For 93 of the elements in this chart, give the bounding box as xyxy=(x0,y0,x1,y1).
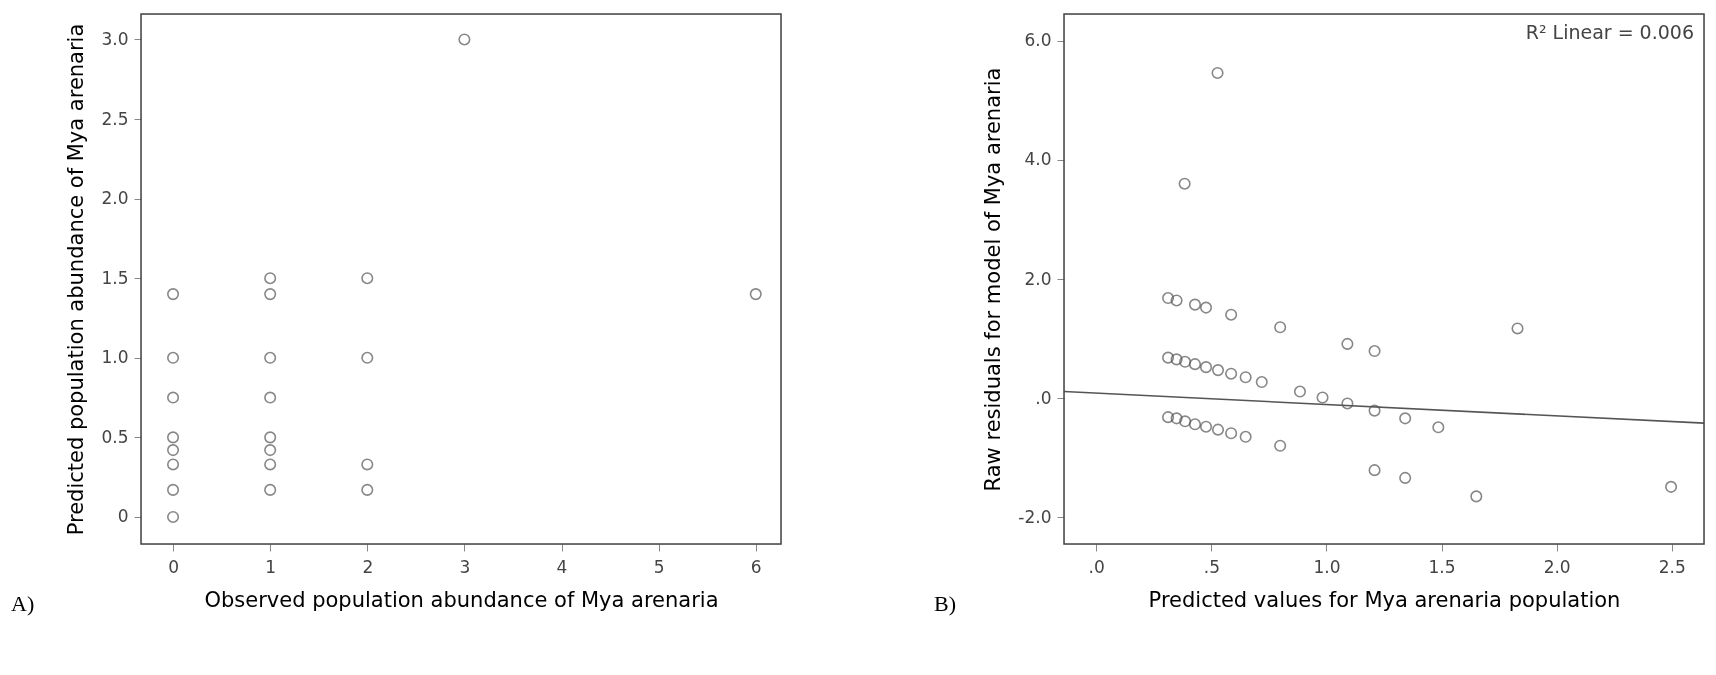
point xyxy=(167,288,180,301)
point xyxy=(1200,301,1213,314)
point xyxy=(361,272,374,285)
y-tick-label: 0 xyxy=(117,506,129,527)
y-tick-label: 2.5 xyxy=(101,108,129,129)
point xyxy=(1200,420,1213,433)
point xyxy=(1211,423,1225,436)
point xyxy=(1470,490,1483,503)
point xyxy=(167,483,180,496)
point xyxy=(264,431,277,444)
point xyxy=(264,458,277,471)
x-tick-label: 3 xyxy=(459,556,471,577)
point xyxy=(1341,337,1354,350)
point xyxy=(1368,464,1381,477)
point xyxy=(264,391,277,404)
point xyxy=(1188,298,1202,311)
point xyxy=(1274,439,1287,452)
point xyxy=(167,458,180,471)
point xyxy=(1170,353,1183,366)
y-axis-title: Raw residuals for model of Mya arenaria xyxy=(981,67,1006,492)
point xyxy=(1211,66,1224,79)
y-tick-label: -2.0 xyxy=(1018,506,1052,527)
point xyxy=(1511,322,1524,335)
point xyxy=(1200,361,1213,374)
point xyxy=(1179,355,1192,368)
point xyxy=(167,510,180,523)
point xyxy=(1665,480,1678,493)
x-tick-label: 2 xyxy=(362,556,374,577)
point xyxy=(1188,418,1202,431)
point xyxy=(1255,375,1268,389)
point xyxy=(1368,404,1381,417)
x-tick-label: 1 xyxy=(265,556,277,577)
y-tick-label: 2.0 xyxy=(1024,268,1052,289)
point xyxy=(1211,364,1225,377)
point xyxy=(167,391,180,404)
y-tick-label: 0.5 xyxy=(101,426,129,447)
point xyxy=(458,33,471,46)
point xyxy=(1239,430,1252,443)
point xyxy=(1225,427,1238,440)
point xyxy=(264,272,277,285)
point xyxy=(264,351,277,364)
x-axis-title: Observed population abundance of Mya arenaria xyxy=(204,587,719,612)
point xyxy=(1179,415,1192,428)
y-tick-label: 1.5 xyxy=(101,267,129,288)
point xyxy=(1274,321,1287,334)
x-tick-label: 1.0 xyxy=(1313,556,1341,577)
x-tick-label: 4 xyxy=(556,556,568,577)
x-tick-label: .0 xyxy=(1088,556,1105,577)
y-tick-label: 6.0 xyxy=(1024,30,1052,51)
point xyxy=(1399,412,1412,425)
point xyxy=(1170,412,1183,425)
annotation: R² Linear = 0.006 xyxy=(1525,21,1694,43)
point xyxy=(1225,367,1238,380)
point xyxy=(361,458,374,471)
point xyxy=(1162,351,1175,364)
point xyxy=(1316,391,1329,404)
point xyxy=(167,444,180,457)
x-tick-label: .5 xyxy=(1203,556,1220,577)
x-axis-title: Predicted values for Mya arenaria population xyxy=(1148,587,1621,612)
x-tick-label: 6 xyxy=(750,556,762,577)
point xyxy=(1225,308,1238,321)
x-tick-label: 2.5 xyxy=(1658,556,1686,577)
point xyxy=(167,351,180,364)
y-tick-label: .0 xyxy=(1035,387,1052,408)
x-tick-label: 5 xyxy=(653,556,665,577)
y-tick-label: 3.0 xyxy=(101,28,129,49)
y-tick-label: 4.0 xyxy=(1024,149,1052,170)
point xyxy=(264,483,277,496)
y-axis-title: Predicted population abundance of Mya arenaria xyxy=(64,23,89,536)
point xyxy=(1162,411,1175,424)
point xyxy=(1399,471,1412,484)
x-tick-label: 2.0 xyxy=(1543,556,1571,577)
text: B) xyxy=(934,591,956,616)
y-tick-label: 2.0 xyxy=(101,188,129,209)
y-tick-label: 1.0 xyxy=(101,347,129,368)
x-tick-label: 1.5 xyxy=(1428,556,1456,577)
point xyxy=(1239,371,1252,384)
point xyxy=(264,444,277,457)
point xyxy=(1293,385,1307,398)
point xyxy=(361,483,374,496)
point xyxy=(749,288,762,301)
point xyxy=(1341,397,1354,410)
point xyxy=(1188,358,1202,371)
point xyxy=(1178,177,1191,190)
point xyxy=(361,351,374,364)
point xyxy=(264,288,277,301)
point xyxy=(1170,294,1183,307)
point xyxy=(167,431,180,444)
text: A) xyxy=(11,591,35,616)
point xyxy=(1162,292,1175,305)
point xyxy=(1368,345,1381,358)
point xyxy=(1432,421,1445,434)
x-tick-label: 0 xyxy=(168,556,179,577)
